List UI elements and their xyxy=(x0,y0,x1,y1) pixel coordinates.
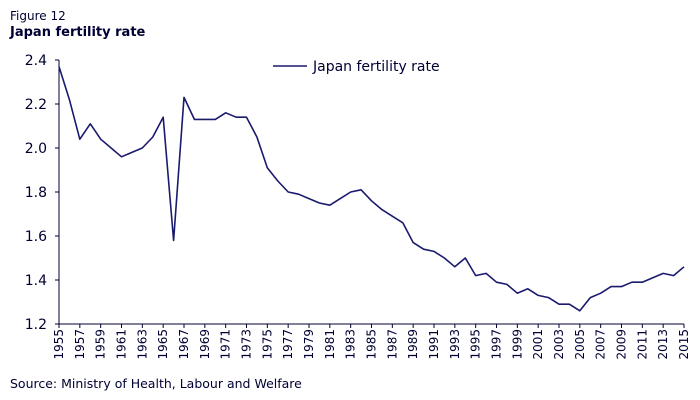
x-tick-label: 1979 xyxy=(302,329,316,360)
x-tick-label: 1985 xyxy=(365,329,379,360)
y-axis-ticks: 1.2 1.4 1.6 1.8 2.0 2.2 2.4 xyxy=(25,53,59,333)
x-tick-label: 1983 xyxy=(344,329,358,360)
x-tick-label: 1955 xyxy=(52,329,66,360)
x-tick-label: 2009 xyxy=(615,329,629,360)
x-tick-label: 1995 xyxy=(469,329,483,360)
x-tick-label: 1973 xyxy=(240,329,254,360)
legend-label: Japan fertility rate xyxy=(312,59,440,75)
x-tick-label: 2007 xyxy=(594,329,608,360)
figure-title: Japan fertility rate xyxy=(10,25,146,40)
x-tick-label: 2005 xyxy=(573,329,587,360)
x-tick-label: 1965 xyxy=(156,329,170,360)
y-tick-label: 1.8 xyxy=(25,185,47,201)
y-tick-label: 2.0 xyxy=(25,141,47,157)
x-tick-label: 1961 xyxy=(115,329,129,360)
x-tick-label: 2013 xyxy=(656,329,670,360)
y-tick-label: 1.4 xyxy=(25,273,47,289)
figure-label: Figure 12 xyxy=(10,9,66,23)
chart-axes xyxy=(58,60,684,325)
y-tick-label: 1.6 xyxy=(25,229,47,245)
y-tick-label: 1.2 xyxy=(25,317,47,333)
x-tick-label: 1991 xyxy=(427,329,441,360)
x-tick-label: 2003 xyxy=(552,329,566,360)
source-note: Source: Ministry of Health, Labour and W… xyxy=(10,376,302,391)
chart-legend: Japan fertility rate xyxy=(273,59,440,75)
x-tick-label: 2011 xyxy=(635,329,649,360)
x-tick-label: 1987 xyxy=(385,329,399,360)
x-axis-ticks: 1955 1957 1959 1961 1963 1965 1967 1969 1971 1973… xyxy=(52,324,691,360)
x-tick-label: 1963 xyxy=(135,329,149,360)
x-tick-label: 1993 xyxy=(448,329,462,360)
x-tick-label: 1971 xyxy=(219,329,233,360)
x-tick-label: 1989 xyxy=(406,329,420,360)
x-tick-label: 1975 xyxy=(260,329,274,360)
x-tick-label: 1967 xyxy=(177,329,191,360)
series-line xyxy=(58,66,685,312)
x-tick-label: 1999 xyxy=(510,329,524,360)
x-tick-label: 1969 xyxy=(198,329,212,360)
x-tick-label: 2001 xyxy=(531,329,545,360)
x-tick-label: 1981 xyxy=(323,329,337,360)
y-tick-label: 2.2 xyxy=(25,97,47,113)
x-tick-label: 1957 xyxy=(73,329,87,360)
x-tick-label: 1959 xyxy=(94,329,108,360)
x-tick-label: 1997 xyxy=(490,329,504,360)
y-tick-label: 2.4 xyxy=(25,53,47,69)
series-group xyxy=(58,66,685,312)
x-tick-label: 2015 xyxy=(677,329,691,360)
x-tick-label: 1977 xyxy=(281,329,295,360)
